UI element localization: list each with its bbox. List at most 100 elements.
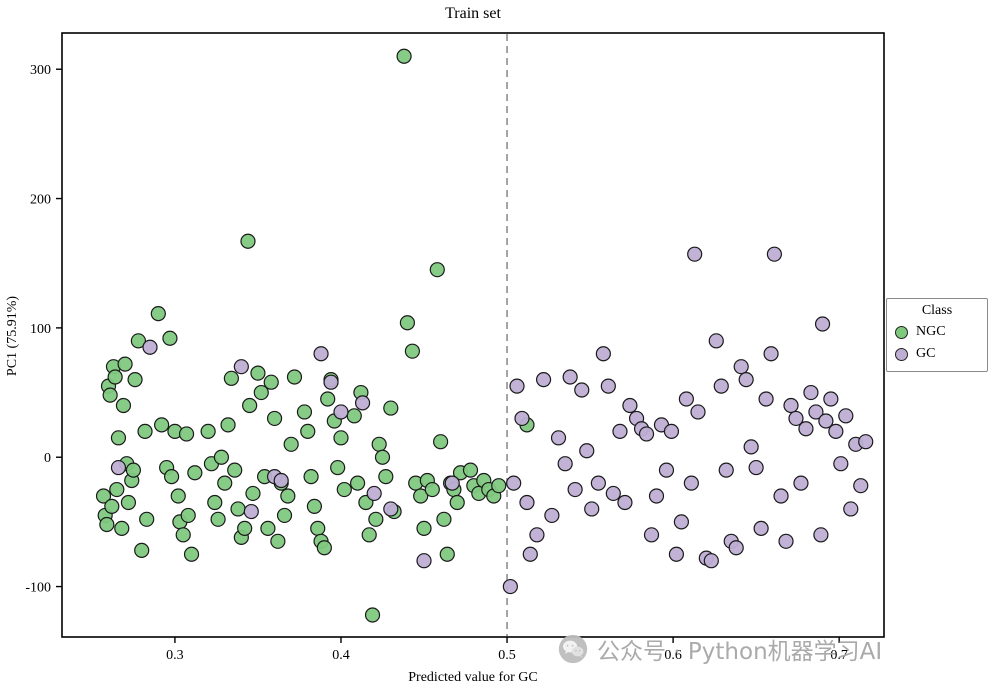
data-point-ngc bbox=[433, 434, 449, 450]
data-point-ngc bbox=[349, 475, 366, 491]
data-point-gc bbox=[567, 481, 583, 498]
data-point-gc bbox=[823, 391, 839, 407]
data-point-gc bbox=[753, 520, 769, 536]
data-point-ngc bbox=[183, 546, 200, 562]
data-point-gc bbox=[522, 546, 538, 562]
data-point-gc bbox=[622, 397, 638, 414]
data-point-ngc bbox=[95, 488, 112, 504]
data-point-ngc bbox=[187, 465, 203, 481]
data-point-ngc bbox=[162, 330, 178, 346]
data-point-ngc bbox=[266, 410, 283, 427]
data-point-gc bbox=[818, 413, 834, 429]
data-point-gc bbox=[766, 246, 783, 262]
data-point-gc bbox=[612, 423, 628, 439]
y-tick-label: 200 bbox=[30, 193, 51, 208]
data-point-ngc bbox=[399, 315, 416, 331]
data-point-gc bbox=[783, 397, 799, 414]
y-tick-label: 100 bbox=[30, 322, 51, 337]
data-point-ngc bbox=[207, 494, 223, 511]
data-point-gc bbox=[788, 410, 804, 427]
data-point-ngc bbox=[396, 48, 412, 64]
data-point-ngc bbox=[114, 520, 130, 536]
data-point-ngc bbox=[154, 417, 170, 433]
data-point-gc bbox=[638, 426, 655, 442]
data-point-ngc bbox=[336, 481, 352, 498]
data-point-gc bbox=[529, 527, 545, 543]
data-point-ngc bbox=[306, 498, 323, 514]
data-point-gc bbox=[595, 346, 611, 362]
data-point-gc bbox=[743, 439, 759, 455]
data-point-ngc bbox=[283, 436, 299, 452]
data-point-ngc bbox=[270, 533, 286, 549]
data-point-gc bbox=[838, 408, 854, 424]
data-point-ngc bbox=[413, 488, 429, 504]
data-point-gc bbox=[233, 359, 249, 375]
data-point-gc bbox=[733, 359, 749, 375]
data-point-ngc bbox=[429, 262, 445, 278]
x-tick-label: 0.6 bbox=[664, 648, 682, 663]
data-point-ngc bbox=[378, 469, 394, 485]
data-point-ngc bbox=[139, 511, 155, 527]
data-point-gc bbox=[813, 527, 829, 543]
data-point-gc bbox=[509, 378, 525, 394]
data-point-gc bbox=[605, 485, 621, 502]
data-point-ngc bbox=[250, 365, 266, 381]
data-point-ngc bbox=[115, 397, 132, 414]
data-point-gc bbox=[354, 395, 371, 411]
y-tick-label: 0 bbox=[44, 451, 51, 466]
data-point-ngc bbox=[310, 520, 326, 536]
x-tick-label: 0.3 bbox=[166, 648, 184, 663]
data-point-ngc bbox=[346, 408, 362, 424]
data-point-gc bbox=[366, 485, 382, 502]
data-point-ngc bbox=[210, 511, 226, 527]
data-point-ngc bbox=[374, 449, 391, 465]
data-point-gc bbox=[333, 404, 349, 420]
data-point-gc bbox=[617, 494, 633, 511]
x-tick-label: 0.5 bbox=[498, 648, 516, 663]
data-point-ngc bbox=[164, 469, 180, 485]
data-point-ngc bbox=[436, 511, 452, 527]
data-point-gc bbox=[713, 378, 729, 394]
data-point-ngc bbox=[303, 469, 319, 485]
data-point-gc bbox=[550, 430, 567, 446]
data-point-ngc bbox=[178, 426, 195, 442]
data-point-gc bbox=[708, 333, 724, 349]
data-point-ngc bbox=[491, 478, 507, 494]
data-point-ngc bbox=[449, 494, 465, 511]
data-point-ngc bbox=[439, 546, 455, 562]
data-point-gc bbox=[678, 391, 694, 407]
legend: Class NGC GC bbox=[886, 298, 988, 372]
data-point-ngc bbox=[170, 488, 186, 504]
data-point-ngc bbox=[200, 423, 216, 439]
data-point-gc bbox=[383, 501, 399, 517]
data-point-gc bbox=[748, 459, 764, 476]
data-point-gc bbox=[243, 503, 259, 520]
axes-frame bbox=[61, 32, 885, 638]
data-point-ngc bbox=[253, 384, 269, 401]
data-point-ngc bbox=[102, 387, 118, 403]
data-point-ngc bbox=[150, 306, 166, 322]
x-axis-label: Predicted value for GC bbox=[408, 670, 538, 685]
data-point-gc bbox=[803, 384, 819, 401]
data-point-gc bbox=[643, 527, 660, 543]
y-tick-label: 300 bbox=[30, 63, 51, 78]
data-point-gc bbox=[648, 488, 665, 504]
data-point-gc bbox=[738, 372, 754, 388]
data-point-ngc bbox=[296, 404, 313, 420]
data-point-gc bbox=[110, 459, 127, 476]
data-point-gc bbox=[763, 346, 779, 362]
data-point-ngc bbox=[371, 436, 387, 452]
data-point-ngc bbox=[117, 356, 133, 372]
data-point-ngc bbox=[134, 542, 150, 558]
data-point-gc bbox=[828, 423, 844, 439]
wechat-icon bbox=[558, 634, 588, 664]
data-point-gc bbox=[778, 533, 794, 549]
x-tick-label: 0.4 bbox=[332, 648, 350, 663]
data-point-ngc bbox=[330, 459, 346, 476]
data-point-ngc bbox=[237, 520, 253, 536]
y-axis-label: PC1 (75.91%) bbox=[5, 295, 20, 377]
data-point-gc bbox=[544, 507, 560, 524]
data-point-ngc bbox=[217, 475, 233, 491]
